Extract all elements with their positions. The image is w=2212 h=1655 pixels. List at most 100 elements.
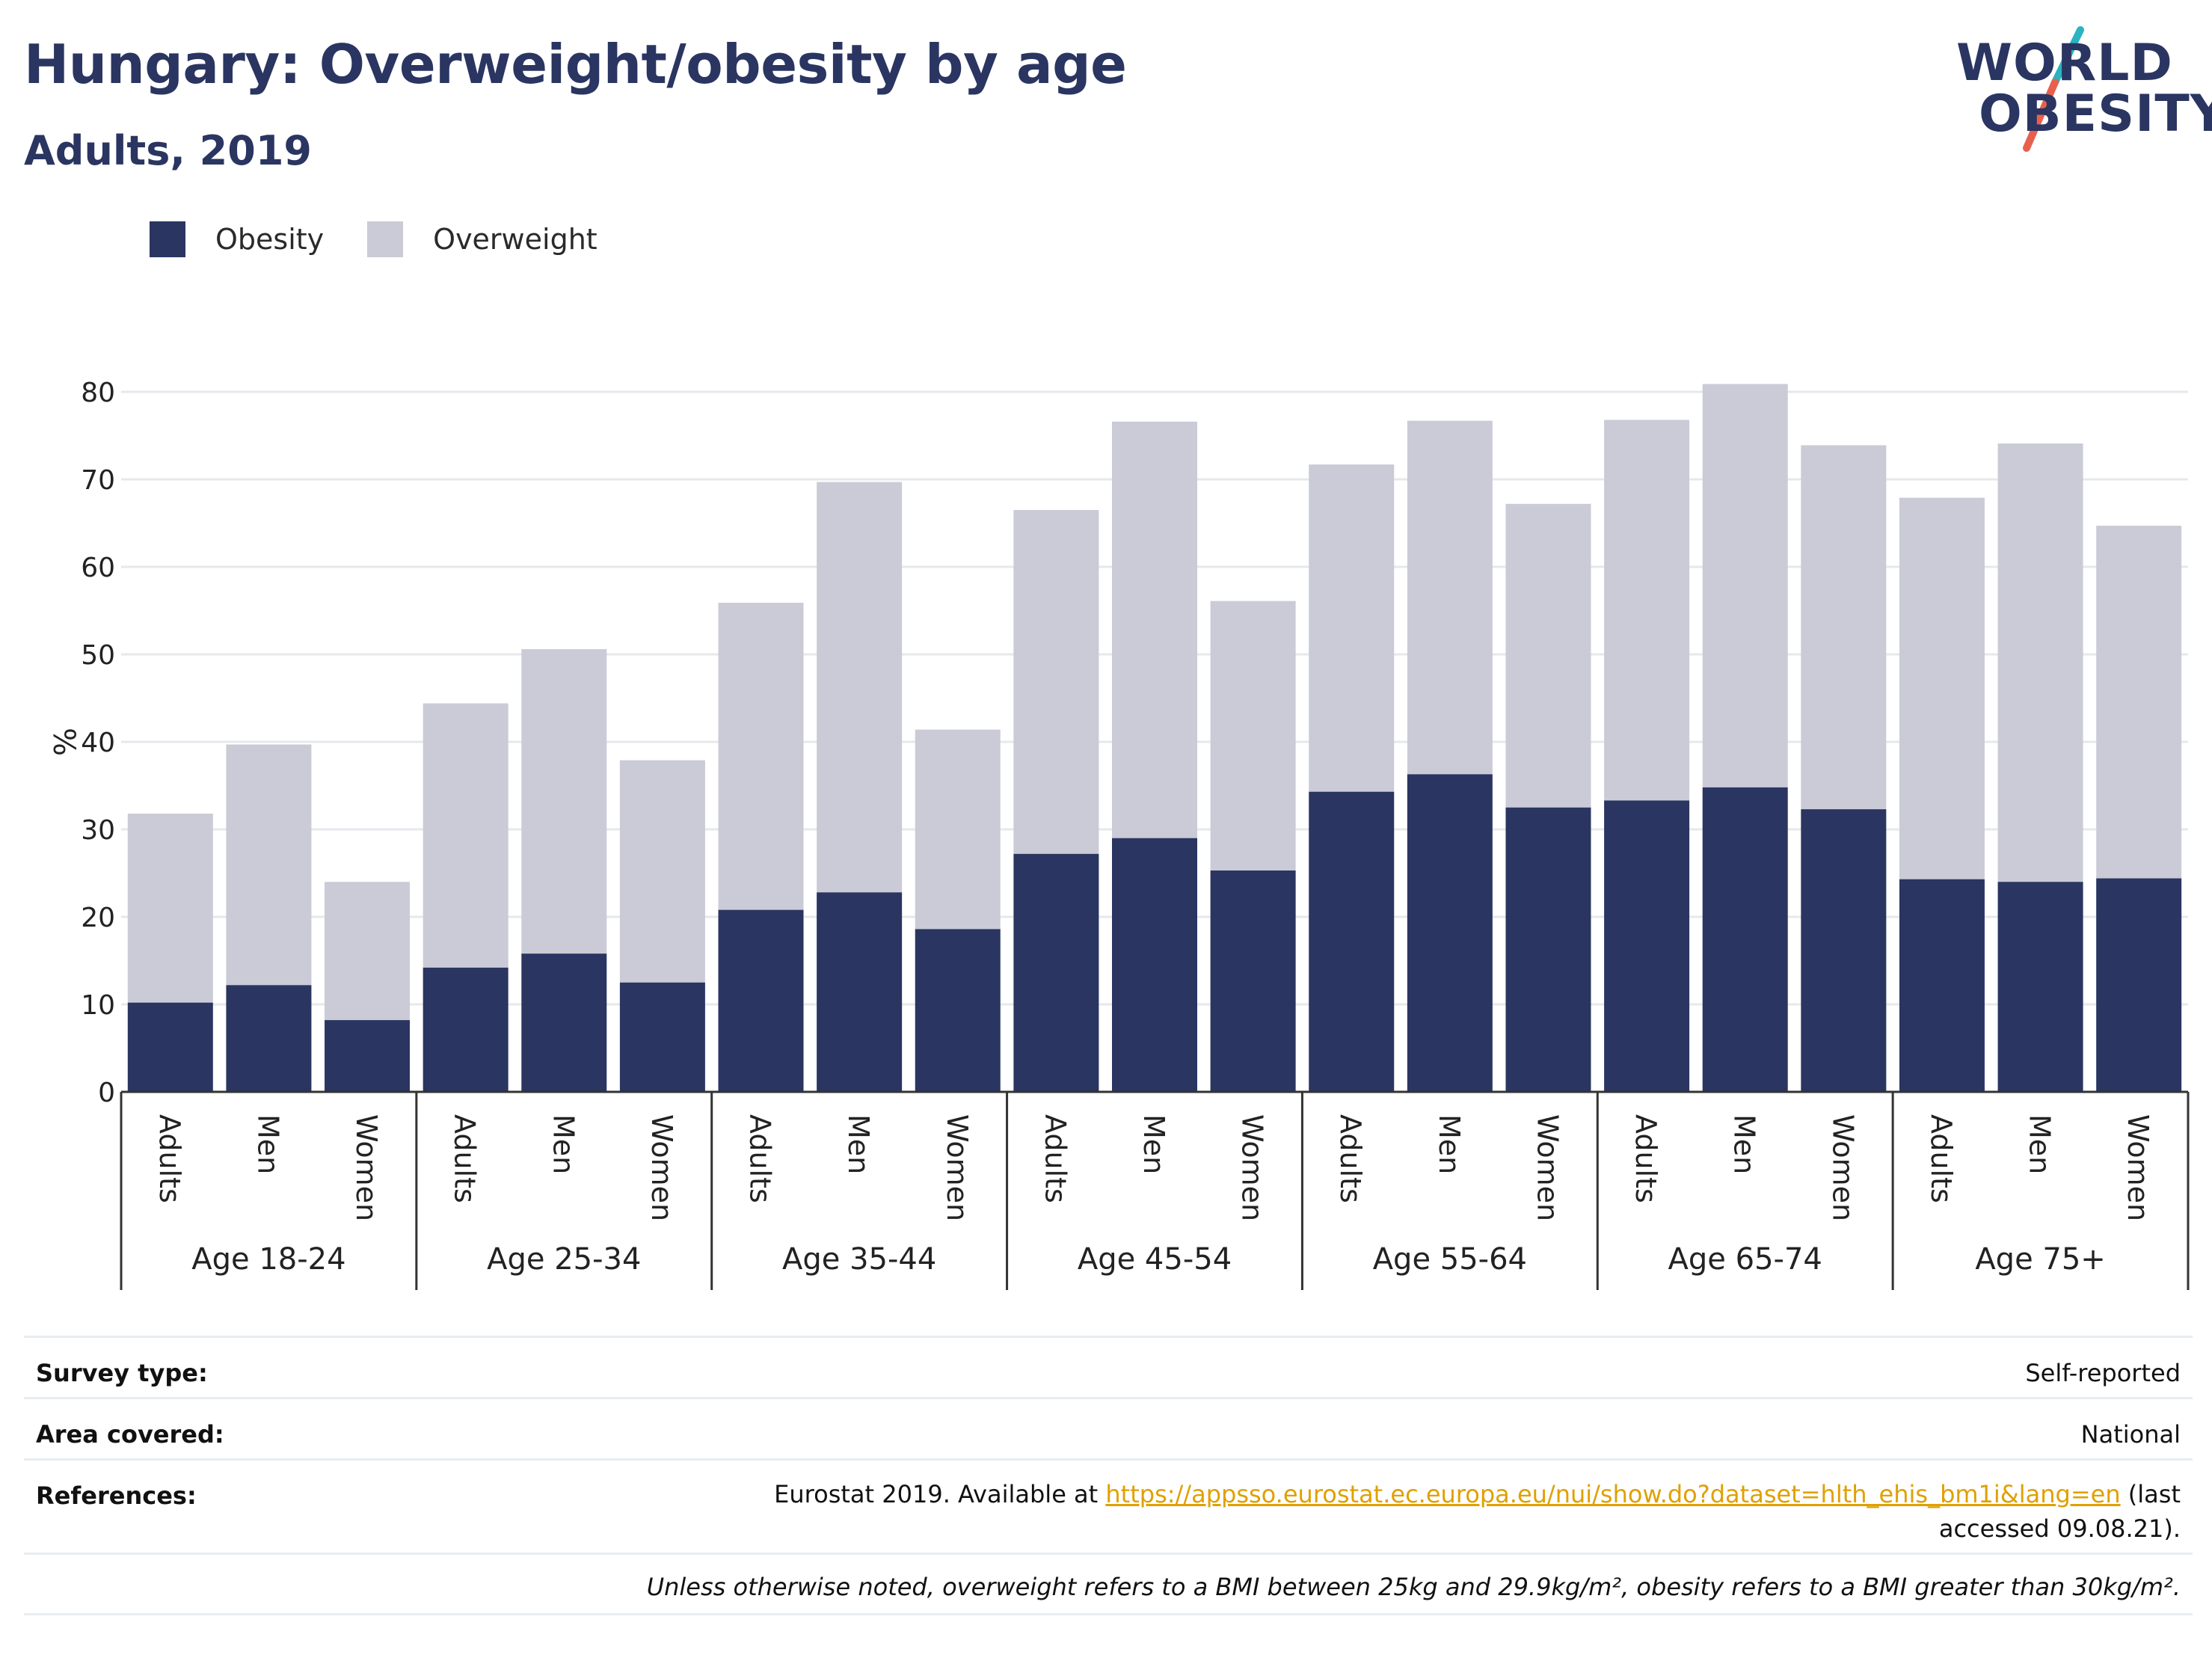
bar-obesity — [1505, 807, 1591, 1092]
references-label: References: — [36, 1481, 197, 1510]
info-row-references: References: Eurostat 2019. Available at … — [24, 1458, 2193, 1553]
x-subcategory-label: Women — [2122, 1114, 2154, 1221]
x-group-label: Age 65-74 — [1668, 1242, 1822, 1277]
bar-overweight — [1604, 420, 1690, 801]
bar-obesity — [1112, 838, 1197, 1092]
y-tick-label: 40 — [81, 728, 115, 758]
bar-overweight — [1407, 420, 1493, 775]
legend-item-overweight[interactable]: Overweight — [367, 221, 597, 257]
x-subcategory-label: Women — [350, 1114, 383, 1221]
bar-obesity — [423, 967, 509, 1092]
bmi-definition-note: Unless otherwise noted, overweight refer… — [646, 1573, 2181, 1601]
bar-overweight — [127, 813, 213, 1003]
bar-obesity — [1604, 800, 1690, 1092]
bar-obesity — [718, 909, 804, 1092]
legend-swatch-overweight — [367, 221, 404, 257]
logo-slash-icon — [2023, 26, 2084, 152]
bar-obesity — [817, 892, 903, 1092]
y-tick-label: 70 — [81, 465, 115, 496]
legend-label-overweight: Overweight — [433, 223, 597, 256]
x-group-label: Age 25-34 — [487, 1242, 641, 1277]
bar-obesity — [325, 1020, 411, 1092]
bar-obesity — [1407, 774, 1493, 1092]
bar-overweight — [521, 648, 607, 954]
bar-overweight — [1801, 445, 1887, 810]
x-subcategory-label: Men — [1728, 1114, 1761, 1174]
bar-overweight — [325, 882, 411, 1021]
bar-overweight — [718, 602, 804, 910]
bar-overweight — [2096, 526, 2182, 879]
x-group-label: Age 35-44 — [782, 1242, 936, 1277]
y-axis-label: % — [46, 728, 81, 756]
logo-text-world: WORLD — [1956, 34, 2173, 93]
survey-type-value: Self-reported — [2025, 1359, 2181, 1387]
bar-obesity — [2096, 878, 2182, 1092]
bar-overweight — [1702, 384, 1788, 787]
bar-overweight — [1210, 601, 1296, 871]
y-tick-label: 80 — [81, 378, 115, 408]
legend-item-obesity[interactable]: Obesity — [150, 221, 324, 257]
info-row-note: Unless otherwise noted, overweight refer… — [24, 1553, 2193, 1615]
y-tick-label: 10 — [81, 990, 115, 1021]
x-group-label: Age 45-54 — [1078, 1242, 1232, 1277]
x-subcategory-label: Women — [1531, 1114, 1564, 1221]
x-subcategory-label: Women — [941, 1114, 974, 1221]
references-prefix: Eurostat 2019. Available at — [774, 1480, 1106, 1508]
bar-obesity — [915, 929, 1001, 1092]
x-subcategory-label: Women — [645, 1114, 678, 1221]
bar-overweight — [817, 482, 903, 893]
x-group-label: Age 18-24 — [191, 1242, 345, 1277]
x-subcategory-label: Adults — [1629, 1114, 1662, 1203]
info-row-survey: Survey type: Self-reported — [24, 1336, 2193, 1397]
bar-overweight — [915, 729, 1001, 930]
bar-overweight — [1997, 443, 2083, 882]
x-subcategory-label: Adults — [1039, 1114, 1072, 1203]
x-subcategory-label: Women — [1826, 1114, 1859, 1221]
x-subcategory-label: Adults — [1925, 1114, 1958, 1203]
x-subcategory-label: Adults — [153, 1114, 186, 1203]
bar-overweight — [619, 760, 705, 983]
area-covered-value: National — [2080, 1420, 2181, 1449]
bar-obesity — [226, 985, 312, 1092]
x-subcategory-label: Men — [1433, 1114, 1466, 1174]
x-subcategory-label: Men — [842, 1114, 875, 1174]
x-subcategory-label: Men — [2024, 1114, 2056, 1174]
bar-obesity — [1899, 879, 1985, 1092]
x-group-label: Age 75+ — [1975, 1242, 2106, 1277]
bar-obesity — [521, 954, 607, 1092]
bar-overweight — [1112, 421, 1197, 838]
info-row-area: Area covered: National — [24, 1397, 2193, 1458]
bar-obesity — [1997, 882, 2083, 1092]
survey-type-label: Survey type: — [36, 1359, 208, 1387]
x-subcategory-label: Men — [251, 1114, 284, 1174]
x-subcategory-label: Adults — [1334, 1114, 1367, 1203]
bar-overweight — [1899, 497, 1985, 879]
bar-overweight — [226, 744, 312, 986]
y-tick-label: 60 — [81, 553, 115, 583]
x-group-label: Age 55-64 — [1373, 1242, 1527, 1277]
bar-obesity — [1801, 809, 1887, 1092]
bar-overweight — [1309, 464, 1395, 792]
chart-legend: Obesity Overweight — [150, 221, 641, 257]
legend-swatch-obesity — [150, 221, 185, 257]
bar-obesity — [127, 1002, 213, 1092]
stacked-bar-chart: 0 10 20 30 40 50 60 70 80% Adults Men Women Adults Me… — [46, 378, 2190, 1290]
bar-overweight — [1013, 509, 1099, 854]
bar-obesity — [619, 982, 705, 1092]
references-suffix: (last accessed 09.08.21). — [1938, 1480, 2181, 1543]
area-covered-label: Area covered: — [36, 1420, 224, 1449]
y-tick-label: 20 — [81, 903, 115, 933]
x-subcategory-label: Women — [1236, 1114, 1269, 1221]
logo-text-obesity: OBESITY — [1979, 85, 2212, 144]
bar-obesity — [1702, 787, 1788, 1092]
references-link[interactable]: https://appsso.eurostat.ec.europa.eu/nui… — [1105, 1480, 2121, 1508]
x-subcategory-label: Adults — [744, 1114, 777, 1203]
bar-obesity — [1309, 791, 1395, 1092]
references-value: Eurostat 2019. Available at https://apps… — [685, 1477, 2181, 1546]
x-subcategory-label: Adults — [449, 1114, 482, 1203]
chart-subtitle: Adults, 2019 — [24, 127, 312, 174]
x-subcategory-label: Men — [1137, 1114, 1170, 1174]
x-subcategory-label: Men — [547, 1114, 580, 1174]
bar-overweight — [1505, 503, 1591, 808]
y-tick-label: 50 — [81, 640, 115, 671]
